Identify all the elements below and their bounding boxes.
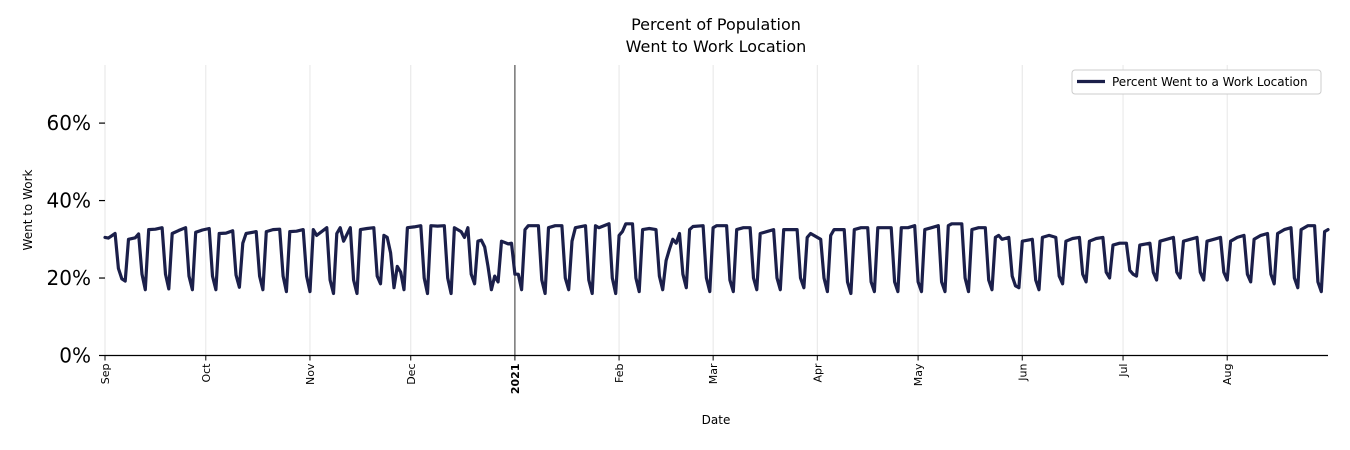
x-tick-label: Mar <box>707 363 720 384</box>
chart-title-line-2: Went to Work Location <box>626 37 807 56</box>
x-tick-label: Apr <box>811 363 824 383</box>
chart-title-line-1: Percent of Population <box>631 15 801 34</box>
vertical-gridlines <box>104 65 1228 356</box>
y-tick-label: 0% <box>59 344 91 368</box>
legend: Percent Went to a Work Location <box>1071 69 1322 95</box>
x-tick-label: Nov <box>304 363 317 385</box>
x-tick-label: Sep <box>99 363 112 384</box>
x-tick-label: 2021 <box>509 364 522 395</box>
y-tick-label: 20% <box>47 266 91 290</box>
legend-label: Percent Went to a Work Location <box>1112 75 1308 89</box>
x-tick-label: Oct <box>200 363 213 383</box>
x-tick-label: Aug <box>1221 364 1234 385</box>
x-axis: Sep Oct Nov Dec 2021 Feb Mar Apr May Jun Jul Aug <box>99 355 1234 395</box>
x-tick-label: May <box>912 363 925 386</box>
series-line-went-to-work <box>103 222 1330 296</box>
x-tick-label: Jul <box>1117 364 1130 378</box>
x-axis-label: Date <box>702 413 731 427</box>
y-axis: 0% 20% 40% 60% <box>47 111 105 368</box>
x-tick-label: Dec <box>405 364 418 385</box>
y-tick-label: 60% <box>47 111 91 135</box>
y-axis-label: Went to Work <box>21 169 35 250</box>
x-tick-label: Jun <box>1016 363 1029 381</box>
x-tick-label: Feb <box>613 363 626 382</box>
legend-box <box>1071 69 1322 95</box>
y-tick-label: 40% <box>47 189 91 213</box>
